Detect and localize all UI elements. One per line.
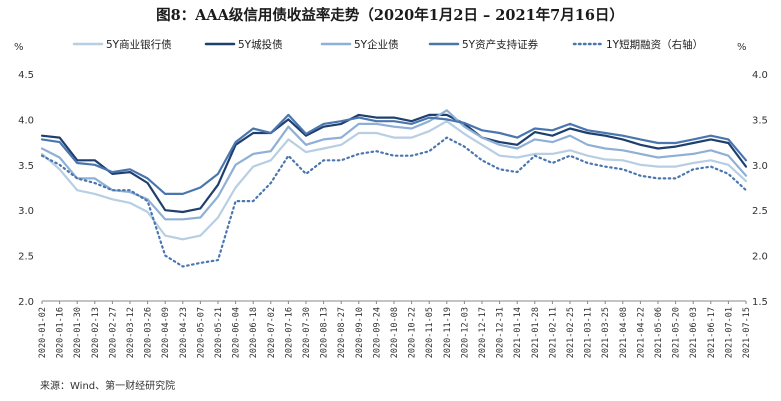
series-line-4 [40,113,748,195]
legend-label-4: 5Y资产支持证券 [462,38,539,51]
x-tick-label: 2020-08-13 [320,307,330,358]
x-tick-label: 2020-04-09 [161,307,171,358]
y-left-tick-label: 4.5 [18,70,34,81]
x-tick-label: 2021-03-25 [601,307,611,358]
legend-label-2: 5Y城投债 [238,38,283,51]
x-tick-label: 2021-04-08 [619,307,629,358]
y-right-tick-label: 3.0 [752,161,768,172]
y-right-tick-label: 4.0 [752,70,768,81]
x-tick-label: 2020-02-27 [108,307,118,358]
x-tick-label: 2020-01-30 [73,307,83,358]
legend-label-5: 1Y短期融资（右轴） [606,38,703,51]
x-tick-label: 2021-05-06 [654,307,664,358]
x-tick-label: 2020-09-10 [355,307,365,358]
series-line-1 [40,120,748,241]
x-tick-label: 2021-02-25 [566,307,576,358]
x-axis: 2020-01-02 2020-01-16 2020-01-30 2020-02-13… [38,301,752,358]
plot-area [40,109,748,268]
x-tick-label: 2021-03-11 [584,307,594,358]
x-tick-label: 2020-06-04 [232,307,242,358]
x-tick-label: 2020-11-19 [443,307,453,358]
right-y-axis: 1.5 2.0 2.5 3.0 3.5 4.0 [752,70,768,308]
x-tick-label: 2020-07-30 [302,307,312,358]
y-left-tick-label: 3.0 [18,206,34,217]
series-line-3 [40,109,748,221]
x-tick-label: 2020-12-31 [496,307,506,358]
x-tick-label: 2020-08-27 [337,307,347,358]
x-tick-label: 2021-07-01 [724,307,734,358]
x-tick-label: 2020-01-16 [56,307,66,358]
legend: 5Y商业银行债 5Y城投债 5Y企业债 5Y资产支持证券 1Y短期融资（右轴） [72,38,703,51]
x-tick-label: 2020-03-26 [144,307,154,358]
x-tick-label: 2021-05-20 [672,307,682,358]
y-left-tick-label: 3.5 [18,161,34,172]
x-tick-label: 2021-06-17 [707,307,717,358]
y-left-tick-label: 4.0 [18,115,34,126]
right-axis-unit: % [737,42,747,53]
y-right-tick-label: 1.5 [752,297,768,308]
x-tick-label: 2021-07-15 [742,307,752,358]
x-tick-label: 2020-11-05 [425,307,435,358]
legend-label-3: 5Y企业债 [354,38,399,51]
y-right-tick-label: 2.0 [752,252,768,263]
legend-label-1: 5Y商业银行债 [106,38,172,51]
x-tick-label: 2020-09-24 [372,307,382,358]
x-tick-label: 2020-12-17 [478,307,488,358]
y-left-tick-label: 2.5 [18,252,34,263]
x-tick-label: 2020-10-08 [390,307,400,358]
y-left-tick-label: 2.0 [18,297,34,308]
x-tick-label: 2021-06-03 [689,307,699,358]
x-tick-label: 2020-05-21 [214,307,224,358]
x-tick-label: 2020-06-18 [249,307,259,358]
x-tick-label: 2020-03-12 [126,307,136,358]
source-note: 来源：Wind、第一财经研究院 [40,379,175,392]
x-tick-label: 2021-04-22 [636,307,646,358]
y-right-tick-label: 2.5 [752,206,768,217]
x-tick-label: 2020-01-02 [38,307,48,358]
left-axis-unit: % [14,42,24,53]
x-tick-label: 2021-01-14 [513,307,523,358]
x-tick-label: 2020-02-13 [91,307,101,358]
x-tick-label: 2020-10-22 [408,307,418,358]
series-line-2 [40,113,748,214]
x-tick-label: 2020-07-02 [267,307,277,358]
left-y-axis: 2.0 2.5 3.0 3.5 4.0 4.5 [18,70,34,308]
y-right-tick-label: 3.5 [752,115,768,126]
x-tick-label: 2020-07-16 [284,307,294,358]
x-tick-label: 2020-04-23 [179,307,189,358]
x-tick-label: 2020-05-07 [196,307,206,358]
x-tick-label: 2021-02-11 [548,307,558,358]
series-line-5 [40,136,748,268]
x-tick-label: 2020-12-03 [460,307,470,358]
chart-title: 图8：AAA级信用债收益率走势（2020年1月2日 – 2021年7月16日） [156,6,624,24]
x-tick-label: 2021-01-28 [531,307,541,358]
